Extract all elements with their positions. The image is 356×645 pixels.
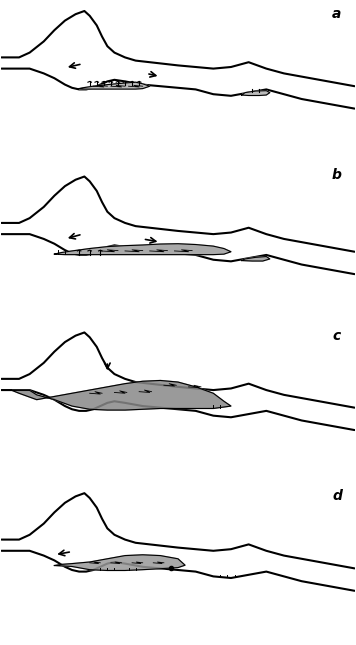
Polygon shape (12, 381, 231, 410)
Polygon shape (242, 91, 270, 95)
Polygon shape (54, 555, 185, 570)
Polygon shape (79, 82, 150, 89)
Polygon shape (54, 244, 231, 255)
Text: a: a (332, 7, 342, 21)
Text: d: d (332, 490, 342, 503)
Text: b: b (332, 168, 342, 182)
Polygon shape (242, 257, 270, 261)
Text: c: c (333, 329, 341, 342)
